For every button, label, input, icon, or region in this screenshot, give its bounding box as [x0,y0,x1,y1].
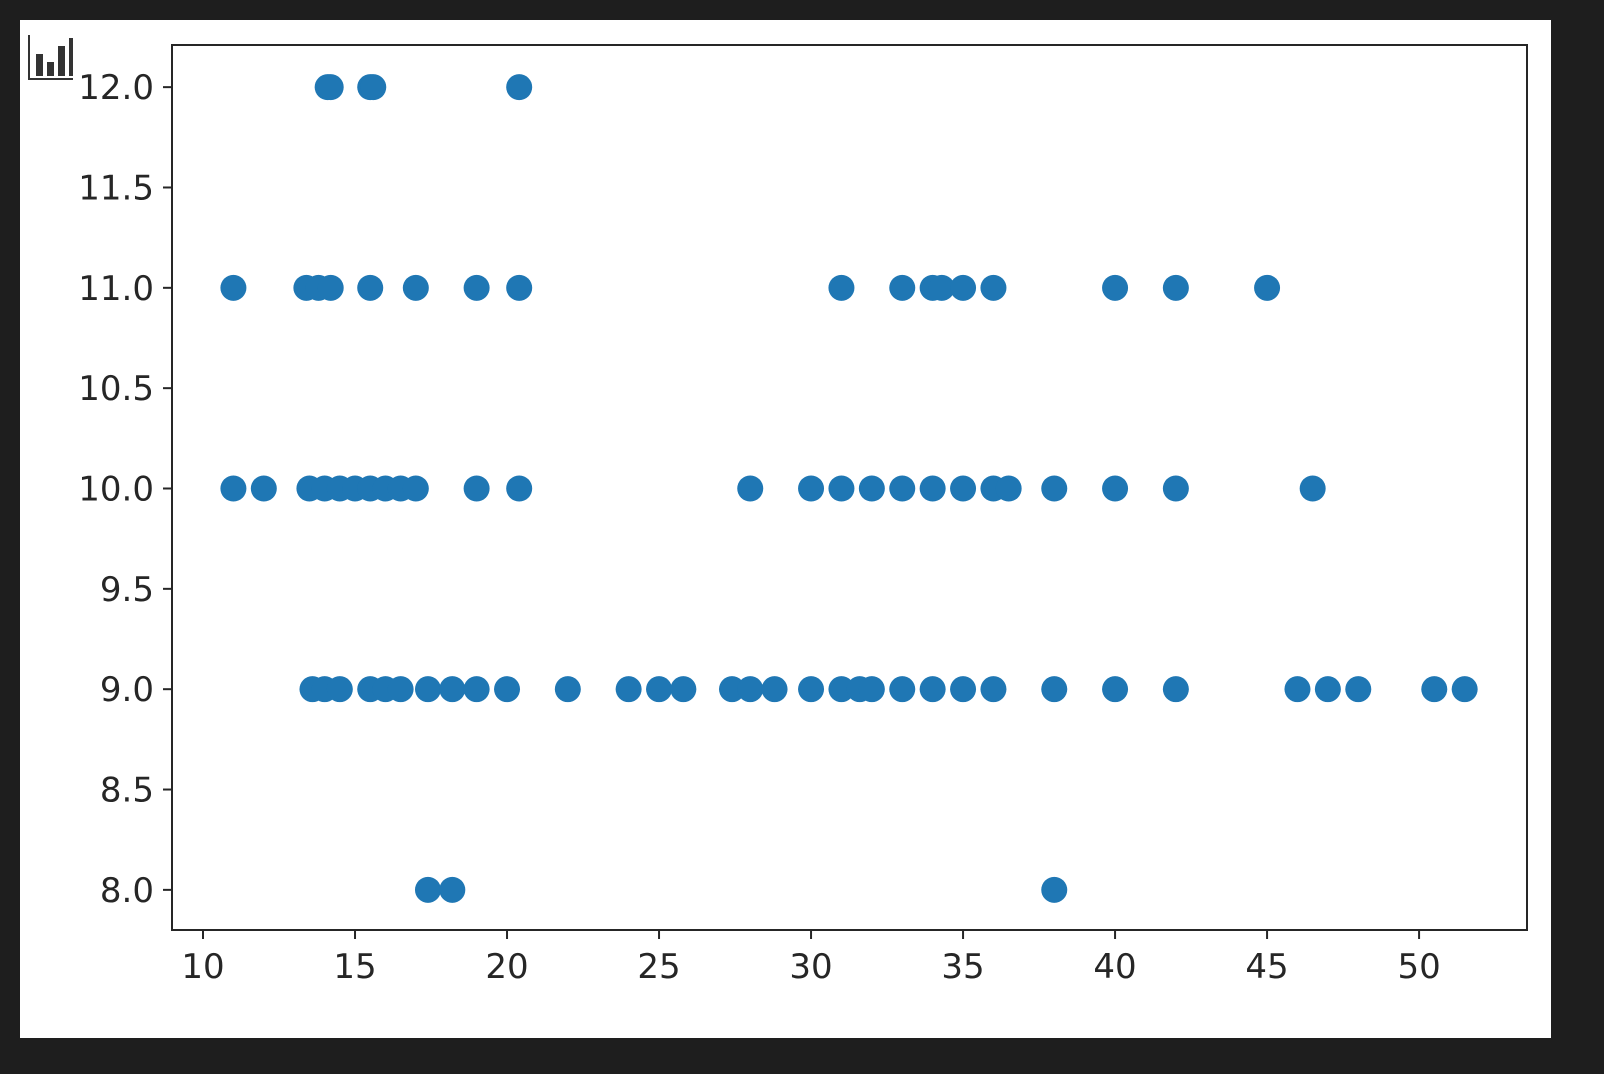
data-point [463,676,490,703]
data-point [950,475,977,502]
y-tick-label: 10.5 [78,369,154,409]
data-point [1299,475,1326,502]
data-point [506,475,533,502]
y-axis: 8.0 8.5 9.0 9.5 10.0 10.5 11.0 11.5 12.0 [78,68,172,911]
data-point [950,676,977,703]
data-point [1162,274,1189,301]
data-point [889,475,916,502]
y-tick-label: 8.5 [100,771,154,811]
data-point [506,274,533,301]
data-point [858,676,885,703]
data-point [1041,475,1068,502]
x-tick-label: 50 [1397,947,1440,987]
data-point [718,676,745,703]
data-point [494,676,521,703]
data-point [357,274,384,301]
data-point [1102,274,1129,301]
data-point [402,475,429,502]
data-point [928,274,955,301]
data-point [220,274,247,301]
x-tick-label: 25 [637,947,680,987]
data-point [919,475,946,502]
x-tick-label: 20 [485,947,528,987]
data-point [387,676,414,703]
data-point [950,274,977,301]
data-point [646,676,673,703]
data-point [1102,676,1129,703]
data-point [737,676,764,703]
data-point [798,676,825,703]
data-point [463,475,490,502]
data-point [889,274,916,301]
data-point [326,676,353,703]
data-point [439,676,466,703]
data-point [615,676,642,703]
data-point [1254,274,1281,301]
data-point [1421,676,1448,703]
data-point [828,274,855,301]
data-point [737,475,764,502]
data-point [554,676,581,703]
data-point [317,274,344,301]
y-tick-label: 12.0 [78,68,154,108]
data-point [828,475,855,502]
data-point [506,74,533,101]
y-tick-label: 9.5 [100,570,154,610]
y-tick-label: 11.0 [78,269,154,309]
y-tick-label: 9.0 [100,670,154,710]
data-point [980,676,1007,703]
data-point [1284,676,1311,703]
data-point [250,475,277,502]
data-point [1162,475,1189,502]
data-point [1162,676,1189,703]
y-tick-label: 8.0 [100,871,154,911]
data-point [463,274,490,301]
data-point [858,475,885,502]
chart-canvas: 10 15 20 25 30 35 40 45 50 8.0 8.5 9.0 9.5 10.0 10.5 1… [20,20,1551,1038]
data-point [439,876,466,903]
bar-chart-icon[interactable] [28,35,73,80]
y-tick-label: 10.0 [78,470,154,510]
data-point [414,876,441,903]
data-point [414,676,441,703]
data-point [889,676,916,703]
data-point [1102,475,1129,502]
x-tick-label: 45 [1245,947,1288,987]
y-tick-label: 11.5 [78,168,154,208]
data-point [1041,676,1068,703]
plot-frame [171,44,1528,931]
data-point [980,274,1007,301]
x-tick-label: 10 [181,947,224,987]
data-point [1451,676,1478,703]
data-point [1345,676,1372,703]
data-point [317,74,344,101]
data-point [828,676,855,703]
data-point [1314,676,1341,703]
data-point [220,475,247,502]
x-tick-label: 30 [789,947,832,987]
scatter-plot: 10 15 20 25 30 35 40 45 50 8.0 8.5 9.0 9.5 10.0 10.5 1… [28,35,1528,987]
data-point [995,475,1022,502]
data-point [919,676,946,703]
data-point [1041,876,1068,903]
data-point [360,74,387,101]
points-layer [220,74,1478,903]
data-point [798,475,825,502]
x-tick-label: 40 [1093,947,1136,987]
x-tick-label: 35 [941,947,984,987]
data-point [670,676,697,703]
data-point [761,676,788,703]
x-axis: 10 15 20 25 30 35 40 45 50 [181,930,1441,987]
x-tick-label: 15 [333,947,376,987]
data-point [402,274,429,301]
